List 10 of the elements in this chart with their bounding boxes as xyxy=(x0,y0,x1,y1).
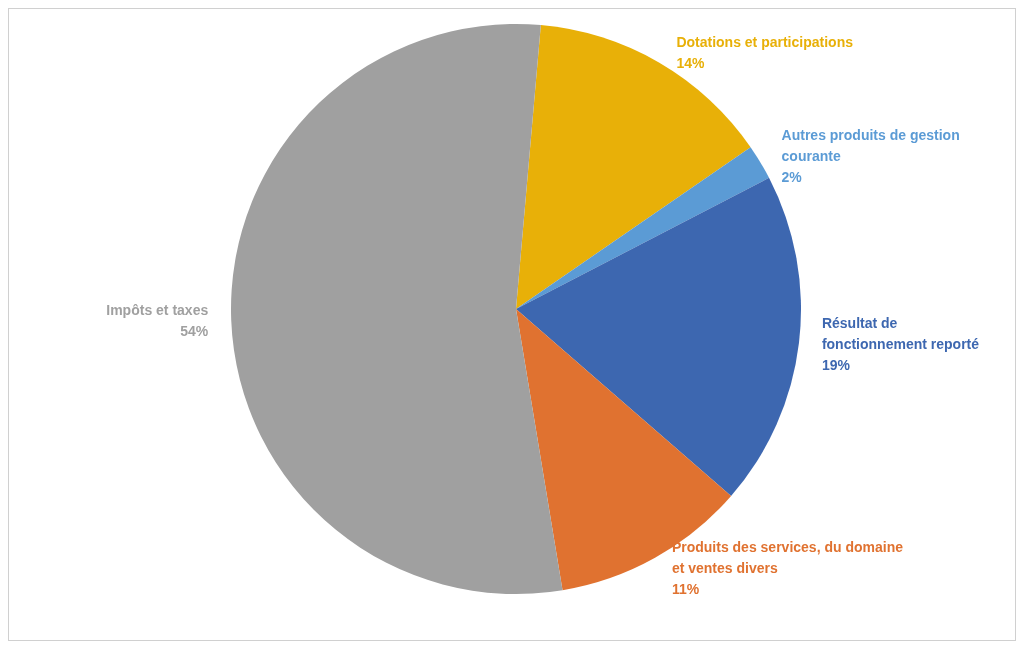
data-label: 19% xyxy=(821,357,851,374)
slice-label: Autres produits de gestion courante xyxy=(781,127,964,165)
data-label: 54% xyxy=(180,322,209,339)
slice-label: Dotations et participations xyxy=(676,33,854,50)
slice-label: Impôts et taxes xyxy=(106,301,209,318)
data-label: 14% xyxy=(676,54,705,71)
data-label: 2% xyxy=(781,169,803,186)
slice-label: Résultat de fonctionnement reporté xyxy=(821,315,980,353)
slice-label: Produits des services, du domaine et ventes divers xyxy=(671,539,907,577)
data-label: 11% xyxy=(671,581,700,598)
